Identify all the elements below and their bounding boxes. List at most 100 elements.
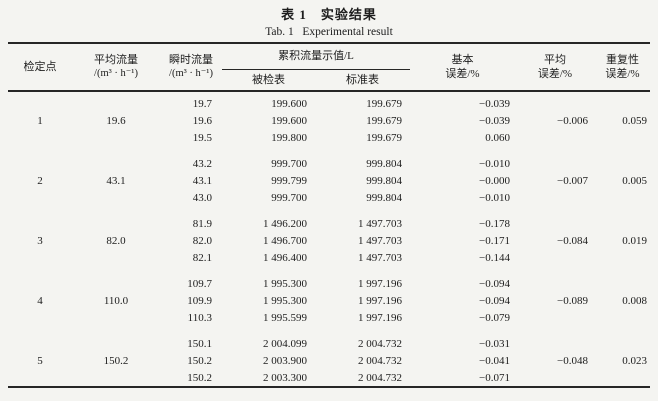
cell-standard-meter: 1 497.703 — [358, 235, 402, 247]
cell-inst-flow: 81.9 — [192, 218, 212, 230]
cell-inst-flow: 19.6 — [192, 115, 212, 127]
repeat-error-unit: 误差/% — [605, 68, 640, 80]
table-caption: 表 1 实验结果 Tab. 1 Experimental result — [0, 0, 658, 38]
cell-avg-error: −0.006 — [557, 115, 588, 127]
avg-flow-label: 平均流量 — [94, 54, 138, 67]
cell-check-point: 2 — [37, 175, 43, 187]
cell-checked-meter: 2 003.900 — [263, 355, 307, 367]
col-header-check-point: 检定点 — [23, 60, 57, 73]
col-header-checked-meter: 被检表 — [252, 73, 285, 86]
cell-checked-meter: 1 995.300 — [263, 295, 307, 307]
group-spacer — [8, 267, 650, 276]
table-row: 43.0 999.700 999.804 −0.010 — [8, 190, 650, 207]
table-row: 82.1 1 496.400 1 497.703 −0.144 — [8, 250, 650, 267]
cell-basic-error: −0.144 — [479, 252, 510, 264]
avg-error-label: 平均 — [544, 53, 566, 66]
cell-basic-error: −0.171 — [479, 235, 510, 247]
table-row: 150.2 2 003.300 2 004.732 −0.071 — [8, 370, 650, 387]
cell-inst-flow: 43.0 — [192, 192, 212, 204]
cell-checked-meter: 999.799 — [271, 175, 307, 187]
cell-checked-meter: 1 496.200 — [263, 218, 307, 230]
cell-basic-error: −0.041 — [479, 355, 510, 367]
cell-basic-error: −0.071 — [479, 371, 510, 384]
cell-basic-error: −0.094 — [479, 295, 510, 307]
table-row: 5 150.2 150.1 2 004.099 2 004.732 −0.031… — [8, 336, 650, 367]
cell-inst-flow: 19.7 — [192, 98, 212, 110]
cell-inst-flow: 43.2 — [192, 158, 212, 170]
repeat-error-label: 重复性 — [606, 53, 639, 66]
avg-error-unit: 误差/% — [537, 68, 573, 80]
cell-standard-meter: 1 497.703 — [358, 218, 402, 230]
cell-avg-error: −0.048 — [557, 354, 588, 367]
cell-avg-error: −0.007 — [557, 175, 588, 187]
cell-checked-meter: 1 496.700 — [263, 235, 307, 247]
cell-standard-meter: 1 497.703 — [358, 252, 402, 264]
cell-checked-meter: 999.700 — [271, 192, 307, 204]
cell-standard-meter: 1 997.196 — [358, 295, 402, 307]
table-row: 150.2 2 003.900 2 004.732 −0.041 — [8, 353, 650, 370]
cell-checked-meter: 1 995.599 — [263, 312, 307, 324]
cell-repeat-error: 0.019 — [622, 235, 647, 247]
cell-basic-error: 0.060 — [485, 132, 510, 144]
cell-repeat-error: 0.008 — [622, 295, 647, 307]
cell-check-point: 5 — [37, 354, 43, 367]
cell-inst-flow: 110.3 — [187, 312, 212, 324]
cell-avg-flow: 150.2 — [103, 354, 129, 367]
cell-basic-error: −0.000 — [479, 175, 510, 187]
results-table: 检定点 平均流量 /(m³ · h⁻¹) 瞬时流量 /(m³ · h⁻¹) 累积… — [8, 42, 650, 388]
inst-flow-unit: /(m³ · h⁻¹) — [169, 68, 213, 80]
cell-repeat-error: 0.005 — [622, 175, 647, 187]
cell-standard-meter: 199.679 — [366, 132, 402, 144]
cell-inst-flow: 150.1 — [187, 338, 212, 350]
table-row: 19.6 199.600 199.679 −0.039 — [8, 113, 650, 130]
cell-inst-flow: 109.7 — [187, 278, 212, 290]
col-header-inst-flow: 瞬时流量 /(m³ · h⁻¹) — [160, 43, 222, 91]
cell-avg-flow: 110.0 — [103, 295, 129, 307]
cell-checked-meter: 2 004.099 — [263, 338, 307, 350]
cell-inst-flow: 109.9 — [187, 295, 212, 307]
cell-checked-meter: 199.600 — [271, 98, 307, 110]
cell-avg-flow: 19.6 — [106, 115, 126, 127]
cell-basic-error: −0.079 — [479, 312, 510, 324]
cell-repeat-error: 0.059 — [622, 115, 647, 127]
col-header-repeat-error: 重复性 误差/% — [595, 43, 650, 91]
table-body: 1 19.6 19.7 199.600 199.679 −0.039 −0.00… — [8, 91, 650, 387]
basic-error-label: 基本 — [451, 53, 474, 66]
col-header-standard-meter: 标准表 — [346, 73, 379, 86]
table-row: 3 82.0 81.9 1 496.200 1 497.703 −0.178 −… — [8, 216, 650, 247]
cell-avg-flow: 43.1 — [106, 175, 126, 187]
cell-checked-meter: 1 995.300 — [263, 278, 307, 290]
cell-standard-meter: 2 004.732 — [358, 371, 402, 384]
cell-basic-error: −0.010 — [479, 192, 510, 204]
cell-check-point: 4 — [37, 295, 43, 307]
cell-inst-flow: 43.1 — [192, 175, 212, 187]
cell-standard-meter: 999.804 — [366, 158, 402, 170]
cell-basic-error: −0.031 — [479, 338, 510, 350]
col-header-avg-flow: 平均流量 /(m³ · h⁻¹) — [72, 43, 160, 91]
group-spacer — [8, 207, 650, 216]
table-row: 110.3 1 995.599 1 997.196 −0.079 — [8, 310, 650, 327]
cell-checked-meter: 199.600 — [271, 115, 307, 127]
cell-check-point: 3 — [37, 235, 43, 247]
table-row: 1 19.6 19.7 199.600 199.679 −0.039 −0.00… — [8, 96, 650, 127]
avg-flow-unit: /(m³ · h⁻¹) — [94, 68, 138, 80]
table-row: 4 110.0 109.7 1 995.300 1 997.196 −0.094… — [8, 276, 650, 307]
cell-basic-error: −0.178 — [479, 218, 510, 230]
group-spacer — [8, 147, 650, 156]
cell-standard-meter: 1 997.196 — [358, 312, 402, 324]
cell-standard-meter: 199.679 — [366, 115, 402, 127]
table-header: 检定点 平均流量 /(m³ · h⁻¹) 瞬时流量 /(m³ · h⁻¹) 累积… — [8, 43, 650, 91]
col-header-cumulative-volume-group: 累积流量示值/L — [222, 43, 410, 70]
cell-repeat-error: 0.023 — [622, 354, 647, 367]
cell-checked-meter: 1 496.400 — [263, 252, 307, 264]
table-row: 2 43.1 43.2 999.700 999.804 −0.010 −0.00… — [8, 156, 650, 187]
cell-standard-meter: 999.804 — [366, 175, 402, 187]
basic-error-unit: 误差/% — [445, 68, 480, 80]
table-title-en: Tab. 1 Experimental result — [265, 26, 393, 38]
cell-standard-meter: 199.679 — [366, 98, 402, 110]
cell-inst-flow: 82.0 — [192, 235, 212, 247]
cell-avg-flow: 82.0 — [106, 235, 126, 247]
cell-basic-error: −0.039 — [479, 98, 510, 110]
cell-standard-meter: 2 004.732 — [358, 355, 402, 367]
inst-flow-label: 瞬时流量 — [169, 54, 213, 67]
